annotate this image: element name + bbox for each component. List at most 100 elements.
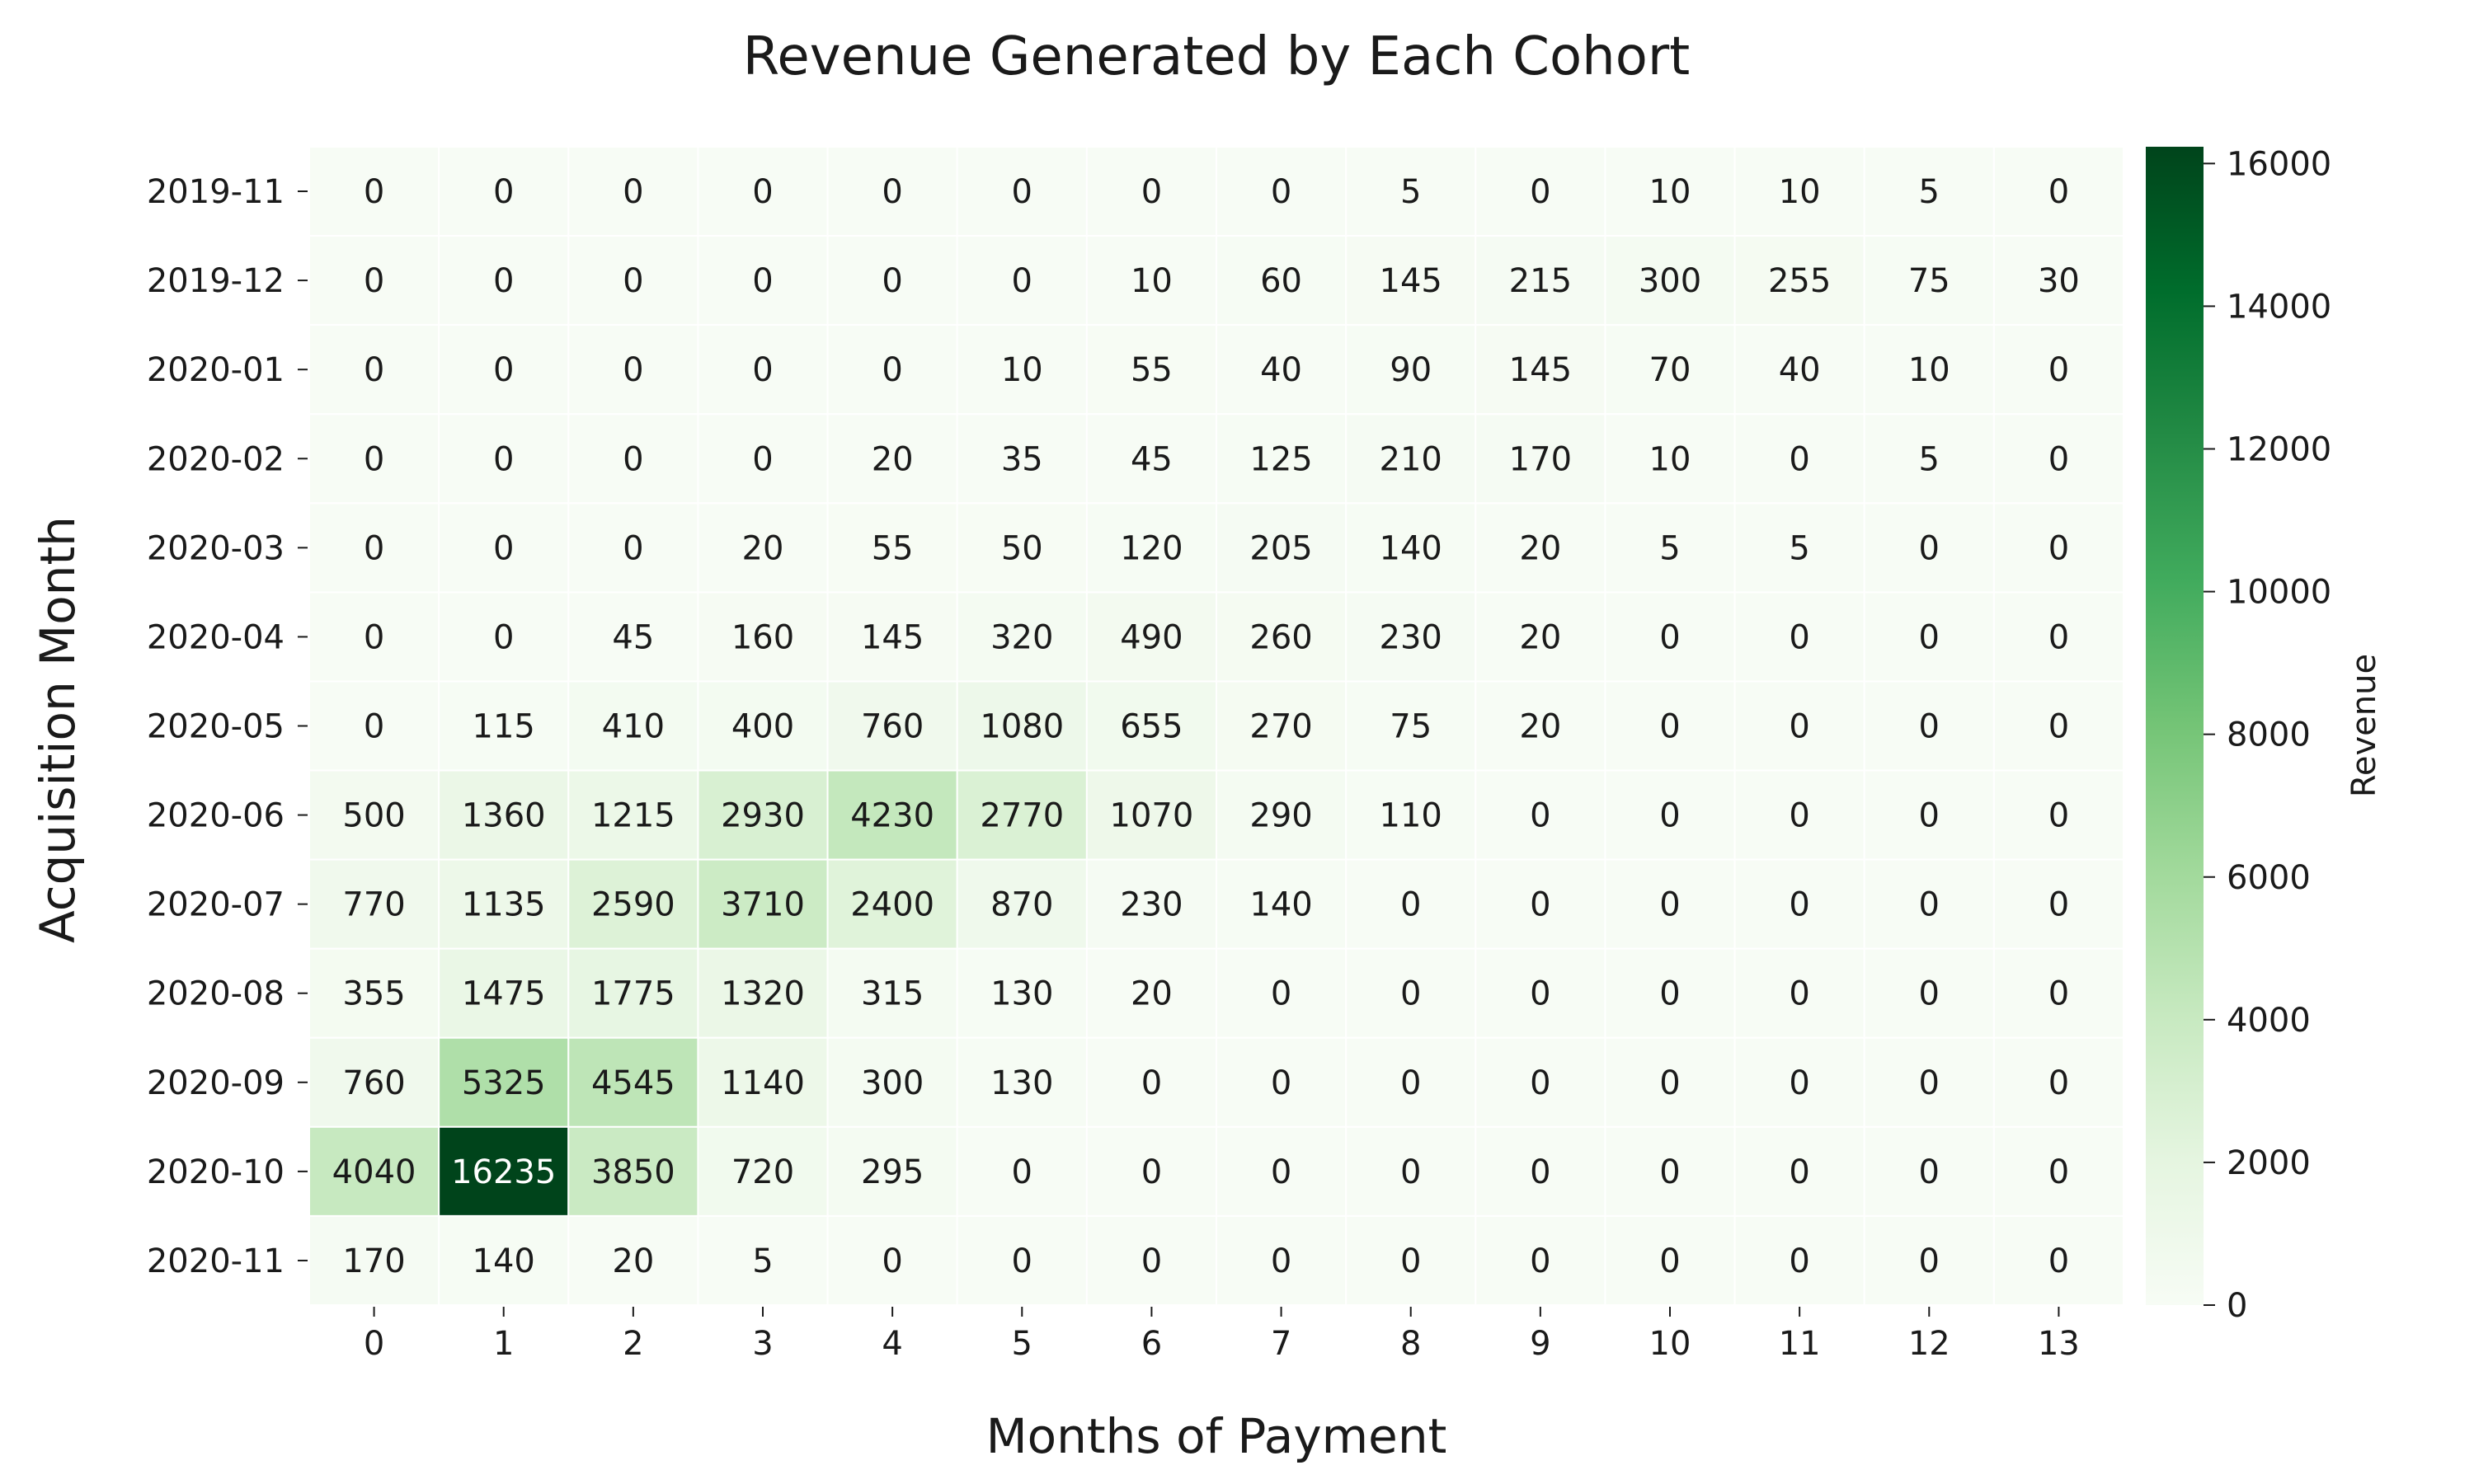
cell-value-label: 0: [882, 173, 902, 211]
heatmap-cell: [1733, 1036, 1865, 1128]
colorbar-tick-label: 6000: [2227, 859, 2311, 897]
heatmap-cell: [956, 858, 1088, 950]
cell-value-label: 870: [990, 886, 1053, 924]
cell-value-label: 0: [364, 173, 384, 211]
heatmap-cell: [826, 413, 958, 505]
cell-value-label: 0: [1789, 975, 1809, 1013]
cell-value-label: 1360: [462, 797, 546, 835]
heatmap-cell: [1992, 324, 2125, 416]
cell-value-label: 3850: [591, 1153, 675, 1191]
x-tick-label: 5: [1012, 1325, 1032, 1363]
heatmap-cell: [308, 324, 440, 416]
cell-value-label: 760: [342, 1064, 405, 1102]
cell-value-label: 0: [2048, 886, 2069, 924]
cell-value-label: 0: [752, 440, 773, 478]
y-axis-title: Acquisition Month: [30, 516, 86, 943]
heatmap-cell: [1992, 769, 2125, 861]
cell-value-label: 0: [623, 173, 643, 211]
cell-value-label: 145: [861, 618, 924, 656]
cell-value-label: 0: [1530, 1064, 1550, 1102]
heatmap-cell: [1604, 858, 1736, 950]
colorbar-tick-label: 10000: [2227, 574, 2331, 612]
cell-value-label: 2930: [721, 797, 805, 835]
cell-value-label: 160: [731, 618, 794, 656]
cell-value-label: 0: [1400, 1153, 1421, 1191]
heatmap-cell: [438, 769, 570, 861]
cell-value-label: 170: [1509, 440, 1572, 478]
cell-value-label: 0: [752, 173, 773, 211]
heatmap-cell: [567, 680, 699, 772]
cell-value-label: 110: [1380, 797, 1442, 835]
cell-value-label: 45: [612, 618, 654, 656]
heatmap-cell: [1345, 1036, 1477, 1128]
cell-value-label: 3710: [721, 886, 805, 924]
heatmap-cell: [1085, 591, 1218, 683]
cell-value-label: 0: [1919, 975, 1940, 1013]
cell-value-label: 0: [1271, 173, 1291, 211]
colorbar-tick-label: 12000: [2227, 431, 2331, 469]
heatmap-cell: [1733, 591, 1865, 683]
heatmap-cell: [1733, 769, 1865, 861]
cell-value-label: 40: [1779, 351, 1821, 389]
heatmap-cell: [1733, 1125, 1865, 1217]
cell-value-label: 1140: [721, 1064, 805, 1102]
heatmap-cell: [1345, 947, 1477, 1039]
cell-value-label: 115: [473, 708, 535, 746]
heatmap-cell: [1604, 324, 1736, 416]
heatmap-cell: [567, 146, 699, 237]
cell-value-label: 10: [1649, 440, 1691, 478]
cell-value-label: 0: [1659, 1242, 1680, 1280]
cell-value-label: 70: [1649, 351, 1691, 389]
y-tick-label: 2019-12: [147, 262, 285, 300]
cell-value-label: 0: [1400, 1064, 1421, 1102]
cell-value-label: 90: [1390, 351, 1432, 389]
heatmap-cell: [1733, 502, 1865, 594]
heatmap-cell: [1085, 1214, 1218, 1307]
heatmap-cell: [1863, 591, 1995, 683]
heatmap-cell: [1345, 235, 1477, 326]
cell-value-label: 1215: [591, 797, 675, 835]
cell-value-label: 0: [2048, 1153, 2069, 1191]
heatmap-cell: [826, 235, 958, 326]
cell-value-label: 4040: [332, 1153, 416, 1191]
cell-value-label: 2400: [850, 886, 934, 924]
cell-value-label: 0: [623, 529, 643, 567]
heatmap-cell: [308, 858, 440, 950]
cell-value-label: 0: [1919, 797, 1940, 835]
cell-value-label: 4545: [591, 1064, 675, 1102]
y-tick-label: 2020-08: [147, 975, 285, 1013]
heatmap-cell: [1733, 146, 1865, 237]
cell-value-label: 20: [1519, 618, 1561, 656]
heatmap-cell: [1863, 235, 1995, 326]
heatmap-cell: [826, 502, 958, 594]
heatmap-cell: [1475, 1125, 1606, 1217]
heatmap-cell: [1216, 1214, 1348, 1307]
y-tick-label: 2020-01: [147, 351, 285, 389]
x-tick-label: 10: [1649, 1325, 1691, 1363]
cell-value-label: 140: [1380, 529, 1442, 567]
x-tick-label: 4: [882, 1325, 902, 1363]
cell-value-label: 130: [990, 975, 1053, 1013]
heatmap-cell: [1345, 1214, 1477, 1307]
cell-value-label: 0: [1789, 708, 1809, 746]
colorbar-tick-label: 2000: [2227, 1144, 2311, 1182]
cell-value-label: 0: [2048, 529, 2069, 567]
heatmap-cell: [697, 413, 829, 505]
cell-value-label: 1475: [462, 975, 546, 1013]
heatmap-cell: [1085, 1125, 1218, 1217]
cell-value-label: 0: [1530, 975, 1550, 1013]
cell-value-label: 500: [342, 797, 405, 835]
heatmap-cell: [1992, 680, 2125, 772]
cell-value-label: 0: [1659, 1153, 1680, 1191]
heatmap-cell: [567, 1036, 699, 1128]
cell-value-label: 10: [1001, 351, 1043, 389]
cell-value-label: 400: [731, 708, 794, 746]
colorbar: [2146, 147, 2204, 1305]
cell-value-label: 0: [364, 708, 384, 746]
cell-value-label: 770: [342, 886, 405, 924]
cell-value-label: 2590: [591, 886, 675, 924]
heatmap-cell: [826, 1214, 958, 1307]
heatmap-cell: [1216, 146, 1348, 237]
cell-value-label: 0: [1789, 618, 1809, 656]
x-tick-label: 8: [1400, 1325, 1421, 1363]
